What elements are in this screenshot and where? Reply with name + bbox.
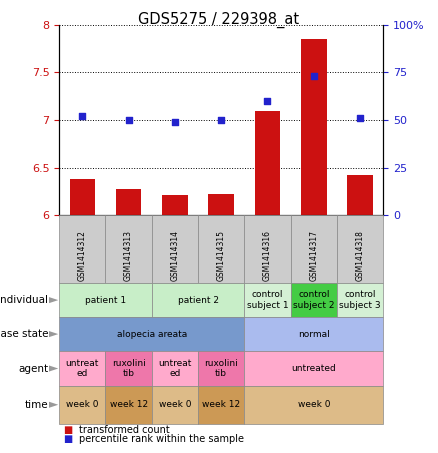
Text: agent: agent — [18, 363, 48, 374]
Text: patient 1: patient 1 — [85, 296, 126, 304]
Text: week 0: week 0 — [159, 400, 191, 409]
Text: week 12: week 12 — [110, 400, 148, 409]
Point — [310, 72, 317, 80]
Text: GSM1414316: GSM1414316 — [263, 230, 272, 281]
Point — [125, 116, 132, 124]
Polygon shape — [49, 365, 58, 371]
Point — [79, 113, 86, 120]
Text: control
subject 3: control subject 3 — [339, 290, 381, 310]
Text: GSM1414312: GSM1414312 — [78, 230, 87, 281]
Polygon shape — [49, 401, 58, 408]
Text: control
subject 2: control subject 2 — [293, 290, 335, 310]
Bar — [301, 39, 326, 215]
Text: GSM1414314: GSM1414314 — [170, 230, 180, 281]
Point — [171, 118, 178, 125]
Text: week 0: week 0 — [297, 400, 330, 409]
Text: week 0: week 0 — [66, 400, 99, 409]
Bar — [347, 175, 373, 215]
Text: transformed count: transformed count — [79, 425, 170, 435]
Text: week 12: week 12 — [202, 400, 240, 409]
Text: ruxolini
tib: ruxolini tib — [112, 359, 145, 378]
Text: disease state: disease state — [0, 329, 48, 339]
Point — [357, 115, 364, 122]
Text: alopecia areata: alopecia areata — [117, 330, 187, 338]
Text: untreat
ed: untreat ed — [66, 359, 99, 378]
Text: time: time — [25, 400, 48, 410]
Text: patient 2: patient 2 — [177, 296, 219, 304]
Bar — [255, 111, 280, 215]
Text: percentile rank within the sample: percentile rank within the sample — [79, 434, 244, 443]
Point — [264, 97, 271, 105]
Bar — [208, 194, 234, 215]
Text: GDS5275 / 229398_at: GDS5275 / 229398_at — [138, 11, 300, 28]
Text: normal: normal — [298, 330, 330, 338]
Text: ruxolini
tib: ruxolini tib — [204, 359, 238, 378]
Text: GSM1414317: GSM1414317 — [309, 230, 318, 281]
Text: untreat
ed: untreat ed — [158, 359, 191, 378]
Bar — [162, 195, 187, 215]
Text: GSM1414313: GSM1414313 — [124, 230, 133, 281]
Text: GSM1414315: GSM1414315 — [217, 230, 226, 281]
Text: control
subject 1: control subject 1 — [247, 290, 288, 310]
Point — [218, 116, 225, 124]
Text: individual: individual — [0, 295, 48, 305]
Bar — [116, 189, 141, 215]
Polygon shape — [49, 297, 58, 304]
Text: ■: ■ — [64, 434, 73, 443]
Text: GSM1414318: GSM1414318 — [356, 230, 364, 281]
Bar — [70, 179, 95, 215]
Polygon shape — [49, 331, 58, 337]
Text: ■: ■ — [64, 425, 73, 435]
Text: untreated: untreated — [291, 364, 336, 373]
